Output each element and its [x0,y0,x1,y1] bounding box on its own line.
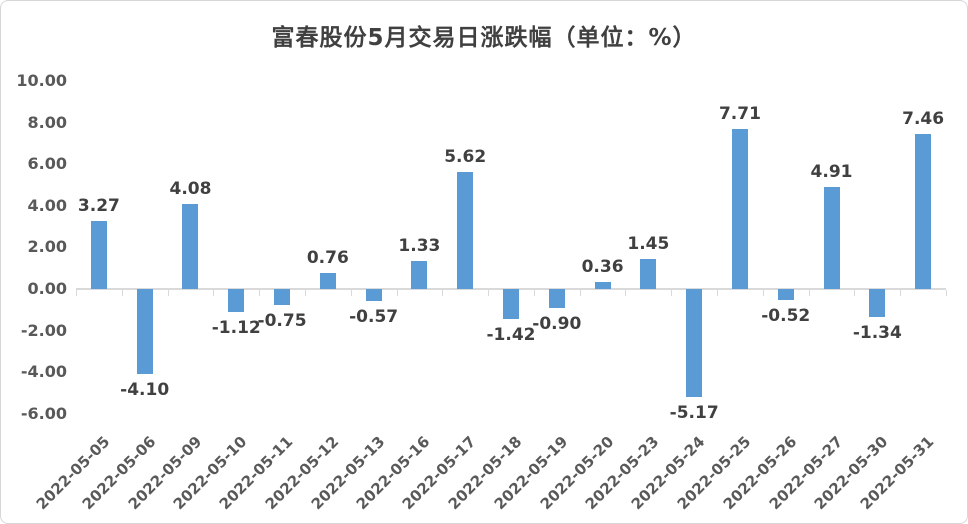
axis-tick-mark [533,290,535,296]
bar [686,289,703,397]
bar-value-label: 0.36 [581,256,624,277]
x-axis-category-label: 2022-05-31 [856,432,938,514]
bar-value-label: -1.12 [211,318,261,339]
bar [90,220,107,289]
bar-value-label: 1.33 [398,236,441,257]
y-axis-tick-label: -6.00 [20,403,67,423]
bar-value-label: 3.27 [77,195,120,216]
bar [136,289,153,375]
x-axis-label-anchor: 2022-05-31 [761,429,938,514]
bar-value-label: -5.17 [669,402,719,423]
bar [640,258,657,289]
bar [228,289,245,313]
bar-value-label: 4.91 [810,161,853,182]
y-axis-tick-label: -2.00 [20,320,67,340]
axis-tick-mark [76,290,77,296]
axis-tick-mark [167,290,169,296]
y-axis-tick-label: 6.00 [27,154,67,174]
bar [503,289,519,319]
axis-tick-mark [304,290,306,296]
bar [274,289,291,305]
bar-value-label: -0.52 [761,305,811,326]
axis-tick-mark [488,290,490,296]
bar [457,172,474,289]
axis-tick-mark [213,290,215,296]
bar-value-label: -0.75 [257,310,307,331]
bar-value-label: 0.76 [306,248,349,269]
axis-tick-mark [625,290,627,296]
axis-tick-mark [946,290,947,296]
axis-tick-mark [671,290,673,296]
bar [182,204,199,289]
bar-value-label: 1.45 [627,233,670,254]
bar-value-label: -0.57 [349,306,399,327]
bar [915,133,932,289]
bar [411,261,428,289]
bar-value-label: -0.90 [532,313,582,334]
bar [731,128,748,289]
axis-tick-mark [900,290,902,296]
y-axis-tick-label: 8.00 [27,112,67,132]
axis-tick-mark [579,290,581,296]
bar-value-label: 7.46 [902,108,945,129]
bar-value-label: -4.10 [120,380,170,401]
axis-tick-mark [854,290,856,296]
y-axis-tick-label: 10.00 [16,71,67,90]
y-axis-tick-label: 4.00 [27,195,67,215]
bar-value-label: -1.34 [852,322,902,343]
bar [548,289,565,308]
axis-tick-mark [808,290,810,296]
bar [823,186,840,289]
axis-tick-mark [717,290,719,296]
bar-value-label: -1.42 [486,324,536,345]
axis-tick-mark [259,290,261,296]
y-axis-tick-label: 2.00 [27,237,67,257]
bar [777,289,794,300]
y-axis-tick-label: 0.00 [27,279,67,298]
axis-tick-mark [350,290,352,296]
bar-value-label: 4.08 [169,179,212,200]
axis-tick-mark [121,290,123,296]
bar [319,273,336,289]
bar [594,281,611,289]
bar-value-label: 5.62 [444,147,487,168]
bar-value-label: 7.71 [718,103,761,124]
bar [365,289,382,301]
y-axis-tick-label: -4.00 [20,362,67,382]
chart-title: 富春股份5月交易日涨跌幅（单位：%） [271,25,697,51]
bar [869,289,886,317]
axis-tick-mark [442,290,444,296]
axis-tick-mark [762,290,764,296]
axis-tick-mark [396,290,398,296]
